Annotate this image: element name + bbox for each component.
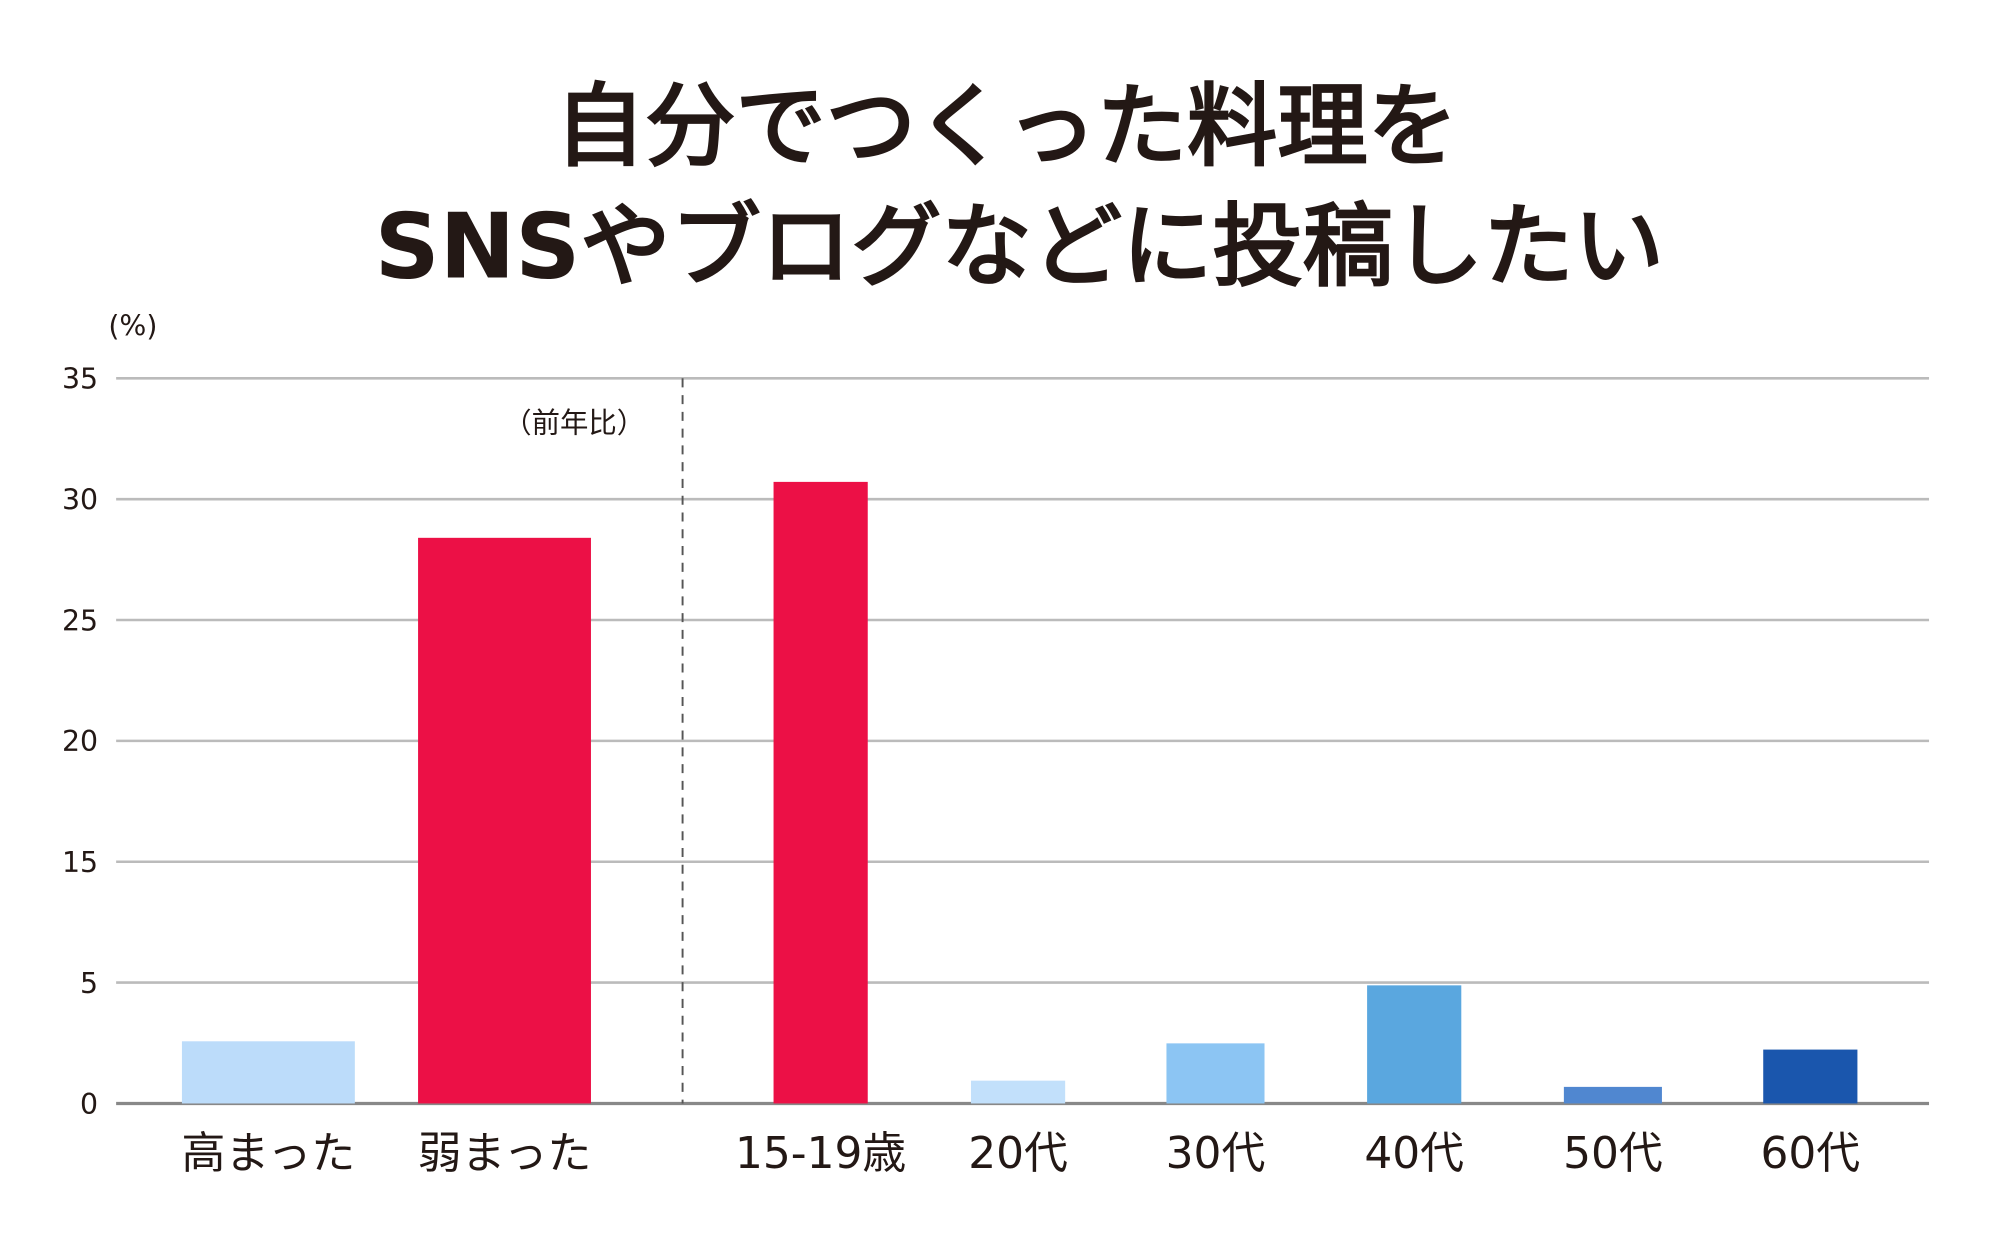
x-category-label: 高まった — [182, 1128, 356, 1179]
y-tick-label: 25 — [62, 604, 98, 637]
y-tick-label: 15 — [62, 846, 98, 879]
x-category-label: 30代 — [1166, 1128, 1266, 1179]
bar-6 — [1367, 985, 1462, 1104]
bar-7 — [1563, 1086, 1662, 1104]
y-tick-label: 5 — [80, 967, 98, 1000]
bar-3 — [773, 481, 868, 1104]
x-category-label: 15-19歳 — [735, 1128, 906, 1179]
chart-title-line-1: 自分でつくった料理を — [555, 75, 1458, 180]
bar-2 — [418, 537, 591, 1104]
x-category-label: 40代 — [1364, 1128, 1464, 1179]
year-over-year-annotation: （前年比） — [503, 406, 645, 439]
y-tick-label: 30 — [62, 483, 98, 516]
x-category-label: 60代 — [1760, 1128, 1860, 1179]
bar-1 — [181, 1041, 355, 1104]
y-axis-unit-label: (%) — [108, 310, 157, 343]
chart-title-line-2: SNSやブログなどに投稿したい — [375, 195, 1664, 300]
y-tick-label: 35 — [62, 363, 98, 396]
x-category-label: 20代 — [968, 1128, 1068, 1179]
bar-8 — [1763, 1049, 1858, 1104]
bar-5 — [1166, 1043, 1265, 1104]
y-tick-label: 20 — [62, 725, 98, 758]
bar-4 — [970, 1080, 1066, 1104]
x-category-label: 弱まった — [418, 1128, 592, 1179]
x-category-label: 50代 — [1563, 1128, 1663, 1179]
y-tick-label: 0 — [80, 1088, 98, 1121]
